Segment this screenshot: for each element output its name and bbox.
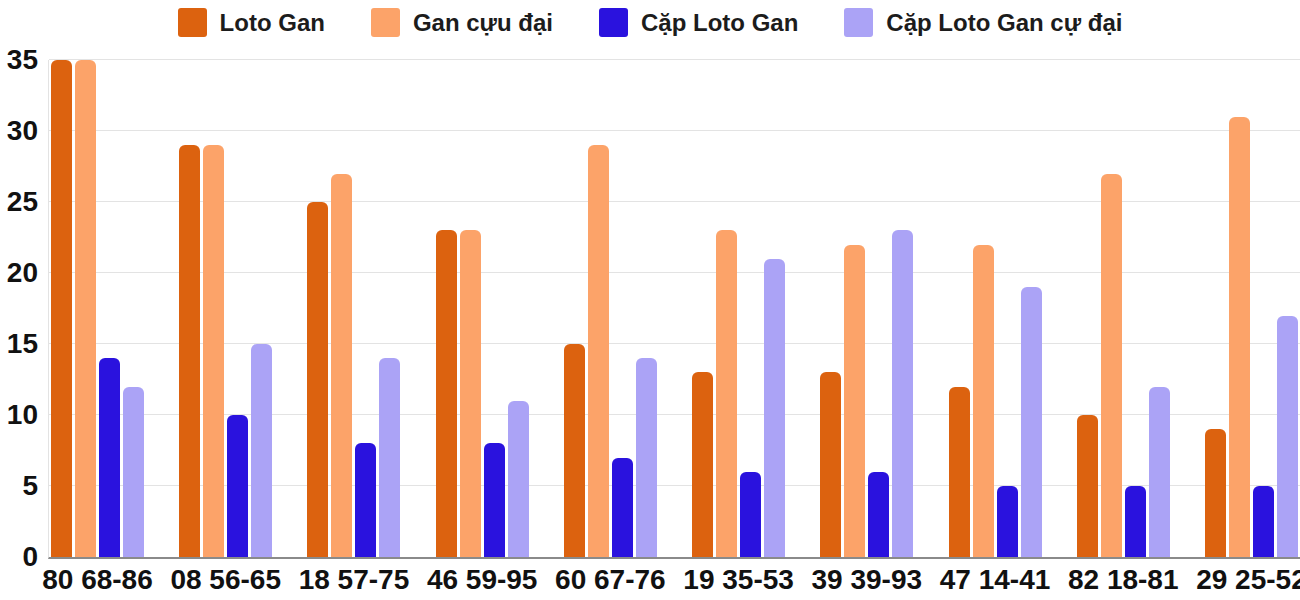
x-axis-category-label: 82 18-81 [1068,564,1179,596]
x-axis-category-label: 18 57-75 [299,564,410,596]
bar [716,230,737,557]
bar [508,401,529,557]
bar-group: 08 56-65 [179,60,272,557]
bar [227,415,248,557]
bar [1205,429,1226,557]
y-axis-tick-label: 10 [0,398,38,432]
bar-group: 80 68-86 [51,60,144,557]
bar-group: 18 57-75 [307,60,400,557]
legend-swatch-icon [178,8,207,37]
bar [251,344,272,557]
legend-item[interactable]: Loto Gan [178,8,325,37]
bar [844,245,865,557]
legend-label: Loto Gan [220,9,325,37]
grouped-bar-chart: Loto Gan Gan cựu đại Cặp Loto Gan Cặp Loto … [0,0,1300,600]
y-axis-tick-label: 15 [0,327,38,361]
bar [1229,117,1250,557]
bar [764,259,785,557]
bar [564,344,585,557]
y-axis-tick-label: 20 [0,256,38,290]
bar-group: 29 25-52 [1205,60,1298,557]
x-axis-category-label: 19 35-53 [683,564,794,596]
legend-swatch-icon [371,8,400,37]
legend-swatch-icon [844,8,873,37]
bar-group: 47 14-41 [949,60,1042,557]
y-axis-labels: 05101520253035 [0,60,38,557]
bar [636,358,657,557]
bar-group: 82 18-81 [1077,60,1170,557]
bar [1125,486,1146,557]
bar [1277,316,1298,557]
x-axis-category-label: 39 39-93 [812,564,923,596]
bar-groups: 80 68-86 08 56-65 18 57-75 46 59-95 60 67-76… [49,60,1300,557]
bar [1021,287,1042,557]
bar [355,443,376,557]
bar [1253,486,1274,557]
bar [203,145,224,557]
bar-group: 60 67-76 [564,60,657,557]
y-axis-tick-label: 0 [0,540,38,574]
x-axis-category-label: 08 56-65 [170,564,281,596]
bar [51,60,72,557]
bar [123,387,144,557]
bar [1101,174,1122,557]
plot-area: 80 68-86 08 56-65 18 57-75 46 59-95 60 67-76… [48,60,1300,559]
bar [179,145,200,557]
x-axis-category-label: 80 68-86 [42,564,153,596]
x-axis-category-label: 46 59-95 [427,564,538,596]
bar [892,230,913,557]
bar [868,472,889,557]
bar-group: 46 59-95 [436,60,529,557]
legend-label: Cặp Loto Gan cự đại [886,9,1122,37]
legend-item[interactable]: Cặp Loto Gan cự đại [844,8,1122,37]
x-axis-category-label: 29 25-52 [1196,564,1300,596]
bar [484,443,505,557]
bar [379,358,400,557]
bar-group: 19 35-53 [692,60,785,557]
bar [460,230,481,557]
bar [99,358,120,557]
bar [997,486,1018,557]
bar-group: 39 39-93 [820,60,913,557]
y-axis-tick-label: 25 [0,185,38,219]
legend-label: Cặp Loto Gan [641,9,798,37]
bar [740,472,761,557]
bar [612,458,633,557]
bar [307,202,328,557]
x-axis-category-label: 47 14-41 [940,564,1051,596]
y-axis-tick-label: 30 [0,114,38,148]
chart-legend: Loto Gan Gan cựu đại Cặp Loto Gan Cặp Loto … [0,8,1300,37]
bar [588,145,609,557]
bar [973,245,994,557]
legend-item[interactable]: Cặp Loto Gan [599,8,798,37]
y-axis-tick-label: 5 [0,469,38,503]
bar [820,372,841,557]
bar [75,60,96,557]
legend-swatch-icon [599,8,628,37]
y-axis-tick-label: 35 [0,43,38,77]
bar [949,387,970,557]
bar [436,230,457,557]
x-axis-category-label: 60 67-76 [555,564,666,596]
bar [331,174,352,557]
bar [1077,415,1098,557]
legend-label: Gan cựu đại [413,9,553,37]
bar [692,372,713,557]
bar [1149,387,1170,557]
legend-item[interactable]: Gan cựu đại [371,8,553,37]
